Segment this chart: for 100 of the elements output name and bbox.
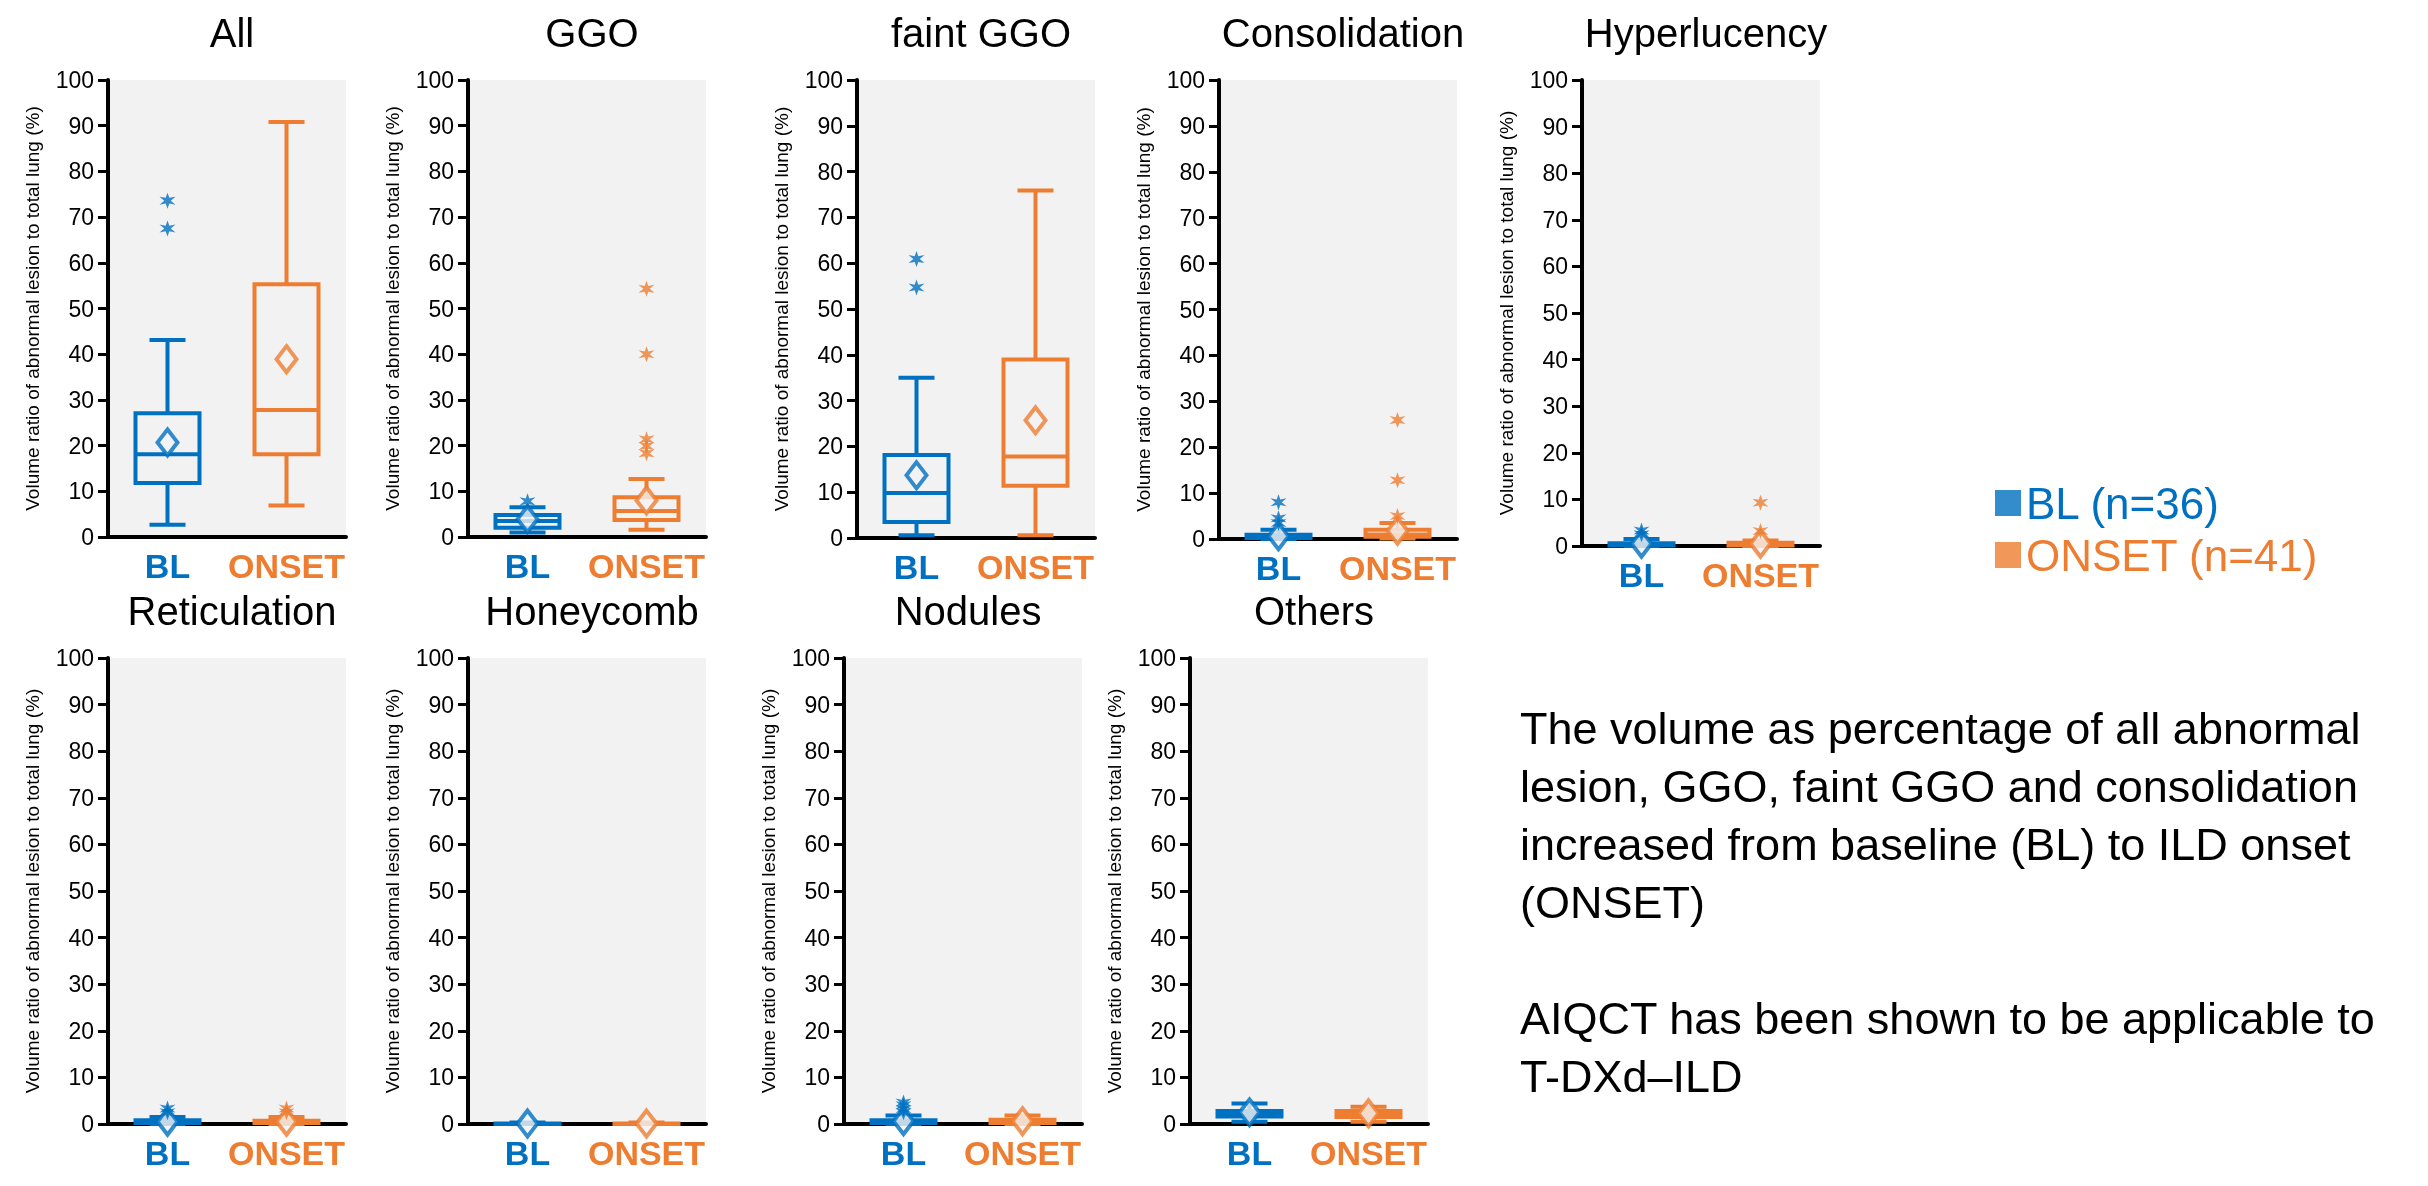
chart-title: GGO [545, 11, 639, 55]
y-tick-label: 60 [428, 249, 454, 276]
y-tick-label: 0 [817, 1111, 830, 1137]
y-tick-label: 50 [1179, 296, 1205, 323]
y-tick-label: 20 [1542, 439, 1568, 466]
x-tick-label: ONSET [227, 1134, 346, 1172]
y-tick-label: 30 [804, 971, 830, 998]
y-tick-label: 100 [55, 645, 94, 671]
chart-title: Reticulation [127, 589, 337, 633]
y-tick-label: 50 [804, 878, 830, 904]
y-tick-label: 0 [441, 1111, 454, 1137]
x-tick-label: ONSET [976, 548, 1095, 586]
x-tick-label: BL [144, 547, 191, 585]
y-tick-label: 40 [1179, 342, 1205, 369]
y-tick-label: 100 [1137, 645, 1176, 671]
y-tick-label: 20 [68, 432, 94, 459]
chart-title: All [209, 11, 255, 55]
y-tick-label: 100 [791, 645, 830, 671]
y-tick-label: 30 [1542, 393, 1568, 420]
x-tick-label: ONSET [963, 1134, 1082, 1172]
y-tick-label: 0 [1192, 526, 1205, 552]
y-tick-label: 60 [804, 831, 830, 858]
y-axis-title: Volume ratio of abnormal lesion to total lung (%) [758, 688, 779, 1094]
x-tick-label: ONSET [1338, 549, 1457, 587]
y-tick-label: 30 [1150, 971, 1176, 998]
y-tick-label: 50 [817, 296, 843, 322]
y-tick-label: 70 [68, 784, 94, 811]
y-tick-label: 50 [1542, 300, 1568, 326]
y-tick-label: 0 [1163, 1111, 1176, 1137]
y-tick-label: 80 [1150, 738, 1176, 765]
y-tick-label: 60 [428, 831, 454, 858]
text: The volume as percentage of all abnormal lesion, GGO, faint GGO and consolidation increased from baseline (BL) to ILD onset (ONSET) [1520, 702, 2362, 930]
legend-label: BL (n=36) [2026, 478, 2219, 528]
y-tick-label: 80 [68, 738, 94, 765]
y-tick-label: 100 [55, 67, 94, 93]
y-axis-title: Volume ratio of abnormal lesion to total lung (%) [22, 688, 43, 1094]
y-tick-label: 20 [1179, 434, 1205, 461]
y-tick-label: 40 [817, 341, 843, 368]
y-tick-label: 10 [428, 478, 454, 505]
x-tick-label: ONSET [587, 547, 706, 585]
y-tick-label: 90 [1150, 691, 1176, 718]
y-tick-label: 30 [817, 387, 843, 414]
y-tick-label: 60 [1150, 831, 1176, 858]
y-tick-label: 0 [1555, 533, 1568, 559]
y-tick-label: 40 [68, 341, 94, 368]
y-tick-label: 20 [68, 1017, 94, 1044]
x-tick-label: BL [893, 548, 940, 586]
x-tick-label: ONSET [227, 547, 346, 585]
y-tick-label: 70 [804, 784, 830, 811]
y-tick-label: 0 [81, 1111, 94, 1137]
y-axis-title: Volume ratio of abnormal lesion to total lung (%) [382, 106, 403, 511]
y-tick-label: 90 [817, 112, 843, 139]
chart-title: faint GGO [890, 11, 1072, 55]
y-tick-label: 30 [68, 971, 94, 998]
y-tick-label: 90 [1542, 113, 1568, 140]
y-tick-label: 20 [428, 1017, 454, 1044]
legend-label: ONSET (n=41) [2026, 530, 2318, 580]
y-tick-label: 90 [804, 691, 830, 718]
y-tick-label: 10 [804, 1064, 830, 1091]
y-tick-label: 20 [804, 1017, 830, 1044]
y-tick-label: 70 [428, 784, 454, 811]
chart-title: Others [1253, 589, 1375, 633]
y-axis-title: Volume ratio of abnormal lesion to total lung (%) [382, 688, 403, 1094]
y-tick-label: 100 [804, 67, 843, 93]
y-tick-label: 100 [415, 67, 454, 93]
x-tick-label: ONSET [1701, 556, 1820, 594]
y-tick-label: 50 [428, 295, 454, 322]
y-tick-label: 80 [68, 158, 94, 185]
y-tick-label: 20 [1150, 1017, 1176, 1044]
y-tick-label: 80 [1542, 160, 1568, 187]
y-axis-title: Volume ratio of abnormal lesion to total lung (%) [1104, 688, 1125, 1094]
y-tick-label: 50 [1150, 878, 1176, 904]
chart-title: Honeycomb [485, 589, 699, 633]
x-tick-label: ONSET [1309, 1134, 1428, 1172]
y-tick-label: 50 [68, 878, 94, 904]
y-tick-label: 40 [1150, 924, 1176, 951]
y-tick-label: 40 [428, 924, 454, 951]
y-tick-label: 10 [1542, 486, 1568, 513]
y-tick-label: 70 [817, 204, 843, 231]
y-tick-label: 100 [1529, 67, 1568, 93]
x-tick-label: BL [1255, 549, 1302, 587]
y-tick-label: 10 [1179, 480, 1205, 507]
y-axis-title: Volume ratio of abnormal lesion to total lung (%) [1496, 110, 1517, 516]
chart-title: Hyperlucency [1584, 11, 1828, 55]
x-tick-label: BL [1226, 1134, 1273, 1172]
y-tick-label: 80 [1179, 158, 1205, 185]
y-tick-label: 30 [68, 386, 94, 413]
x-tick-label: BL [504, 547, 551, 585]
y-tick-label: 90 [428, 112, 454, 139]
y-tick-label: 50 [68, 295, 94, 322]
chart-title: Nodules [894, 589, 1042, 633]
y-tick-label: 100 [1166, 67, 1205, 93]
y-tick-label: 40 [68, 924, 94, 951]
y-tick-label: 60 [817, 250, 843, 277]
y-tick-label: 0 [441, 524, 454, 550]
y-tick-label: 20 [428, 432, 454, 459]
y-tick-label: 0 [81, 524, 94, 550]
y-tick-label: 60 [68, 249, 94, 276]
y-tick-label: 10 [1150, 1064, 1176, 1091]
y-tick-label: 10 [68, 478, 94, 505]
